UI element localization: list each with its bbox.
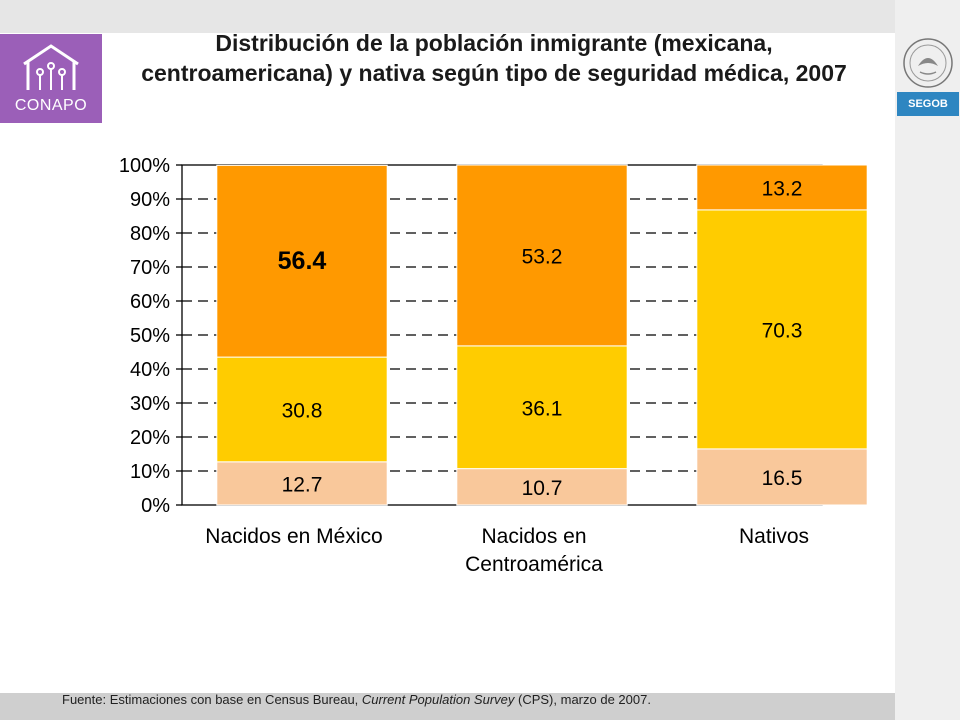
x-tick-label-0-0: Nacidos en México xyxy=(205,525,382,548)
y-tick-label-2: 20% xyxy=(130,427,170,449)
coat-of-arms-seal-icon xyxy=(903,38,953,88)
bar-segment-1-2 xyxy=(456,164,628,347)
data-label-2-1: 70.3 xyxy=(762,319,803,342)
y-tick-label-10: 100% xyxy=(119,155,170,177)
bar-segment-0-2 xyxy=(216,164,388,358)
data-label-0-0: 12.7 xyxy=(282,473,323,496)
segob-badge: SEGOB xyxy=(897,92,959,116)
bar-segment-2-1 xyxy=(696,209,868,450)
data-label-1-2: 53.2 xyxy=(522,245,563,268)
y-tick-label-8: 80% xyxy=(130,223,170,245)
chart-title: Distribución de la población inmigrante … xyxy=(141,30,847,86)
bottom-band xyxy=(0,693,895,720)
bar-segment-2-2 xyxy=(696,164,868,211)
bars: 12.7 30.8 56.4 10.7 36.1 53.2 16.5 70.3 13.2 xyxy=(216,164,868,506)
y-tick-label-0: 0% xyxy=(141,495,170,517)
data-label-1-1: 36.1 xyxy=(522,397,563,420)
conapo-logo-text: CONAPO xyxy=(14,97,88,114)
x-tick-label-2-0: Nativos xyxy=(739,525,809,548)
y-tick-label-7: 70% xyxy=(130,257,170,279)
y-tick-label-9: 90% xyxy=(130,189,170,211)
y-tick-label-3: 30% xyxy=(130,393,170,415)
y-tick-label-4: 40% xyxy=(130,359,170,381)
bar-segment-1-1 xyxy=(456,345,628,470)
data-label-1-0: 10.7 xyxy=(522,477,563,500)
y-tick-label-1: 10% xyxy=(130,461,170,483)
data-label-0-2: 56.4 xyxy=(278,247,327,275)
data-label-2-2: 13.2 xyxy=(762,177,803,200)
conapo-logo: CONAPO xyxy=(0,34,102,123)
x-tick-label-1-0: Nacidos en xyxy=(481,525,586,548)
stacked-bar-chart: 12.7 30.8 56.4 10.7 36.1 53.2 16.5 70.3 13.2 0% 1… xyxy=(119,155,868,576)
right-strip xyxy=(895,0,960,720)
source-note: Fuente: Estimaciones con base en Census … xyxy=(62,692,862,707)
data-label-2-0: 16.5 xyxy=(762,467,803,490)
y-tick-label-6: 60% xyxy=(130,291,170,313)
source-prefix: Fuente: Estimaciones con base en Census … xyxy=(62,692,362,707)
top-band xyxy=(0,0,895,33)
bar-segment-0-0 xyxy=(216,461,388,506)
x-axis: Nacidos en México Nacidos en Centroamérica… xyxy=(205,525,809,576)
x-tick-label-1-1: Centroamérica xyxy=(465,553,603,576)
source-italic: Current Population Survey xyxy=(361,692,515,707)
bar-segment-2-0 xyxy=(696,448,868,506)
bar-segment-0-1 xyxy=(216,356,388,463)
y-tick-label-5: 50% xyxy=(130,325,170,347)
source-suffix: (CPS), marzo de 2007. xyxy=(514,692,651,707)
y-axis: 0% 10% 20% 30% 40% 50% 60% 70% 80% 90% 100% xyxy=(119,155,182,517)
house-icon xyxy=(23,44,79,90)
data-label-0-1: 30.8 xyxy=(282,399,323,422)
